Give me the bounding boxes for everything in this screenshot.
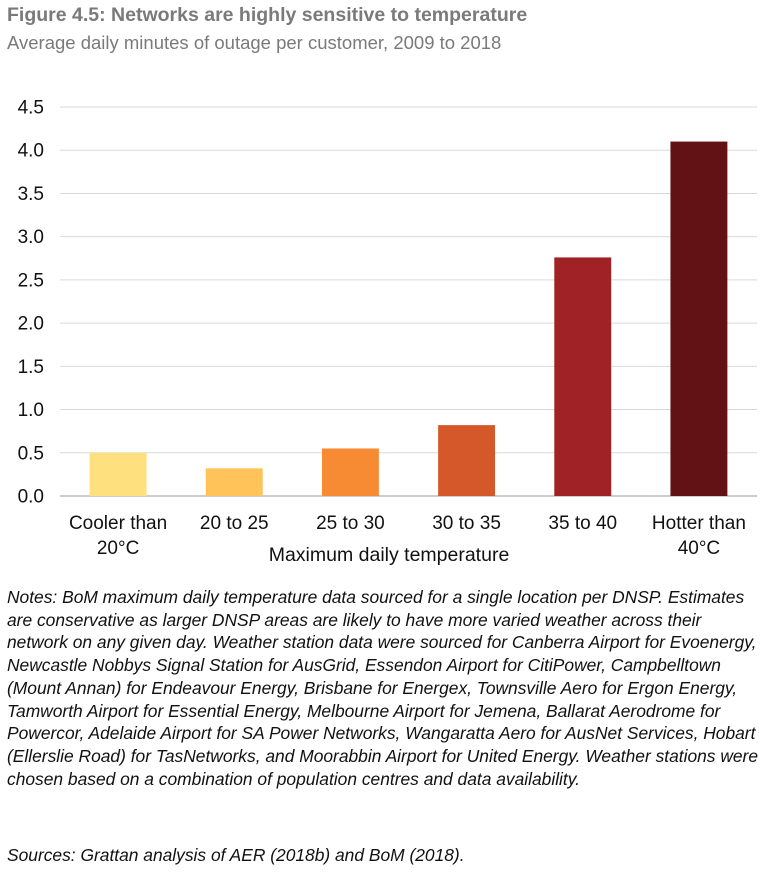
y-tick-label: 3.5 <box>18 184 44 205</box>
y-tick-label: 4.5 <box>18 98 44 119</box>
y-tick-label: 0.0 <box>18 487 44 508</box>
x-axis-title: Maximum daily temperature <box>269 544 510 566</box>
gridlines <box>60 106 757 497</box>
x-tick-label: 20 to 25 <box>200 513 269 534</box>
y-tick-label: 1.0 <box>18 400 44 421</box>
y-tick-label: 4.0 <box>18 141 44 162</box>
bars <box>89 141 728 497</box>
y-tick-label: 2.5 <box>18 270 44 291</box>
y-axis-ticks: 0.0 0.5 1.0 1.5 2.0 2.5 3.0 3.5 4.0 4.5 <box>18 98 44 508</box>
x-tick-label: 25 to 30 <box>316 513 385 534</box>
x-tick-label: Cooler than 20°C <box>69 513 167 559</box>
figure-sources: Sources: Grattan analysis of AER (2018b)… <box>7 845 465 865</box>
bar <box>321 448 379 496</box>
y-tick-label: 0.5 <box>18 443 44 464</box>
y-tick-label: 2.0 <box>18 314 44 335</box>
x-tick-label: 35 to 40 <box>548 513 617 534</box>
x-tick-label: Hotter than 40°C <box>652 513 746 559</box>
x-axis-ticks: Cooler than 20°C 20 to 25 25 to 30 30 to 35 3… <box>69 513 746 559</box>
y-tick-label: 3.0 <box>18 227 44 248</box>
bar-chart: 0.0 0.5 1.0 1.5 2.0 2.5 3.0 3.5 4.0 4.5 Cooler th… <box>18 98 757 566</box>
figure-notes: Notes: BoM maximum daily temperature dat… <box>7 587 759 789</box>
x-tick-label: 30 to 35 <box>432 513 501 534</box>
figure-title: Figure 4.5: Networks are highly sensitiv… <box>7 4 528 26</box>
bar <box>89 452 147 496</box>
bar <box>438 425 496 496</box>
figure-subtitle: Average daily minutes of outage per cust… <box>7 32 502 53</box>
y-tick-label: 1.5 <box>18 357 44 378</box>
bar <box>554 257 612 496</box>
bar <box>205 468 263 496</box>
bar <box>670 141 728 497</box>
